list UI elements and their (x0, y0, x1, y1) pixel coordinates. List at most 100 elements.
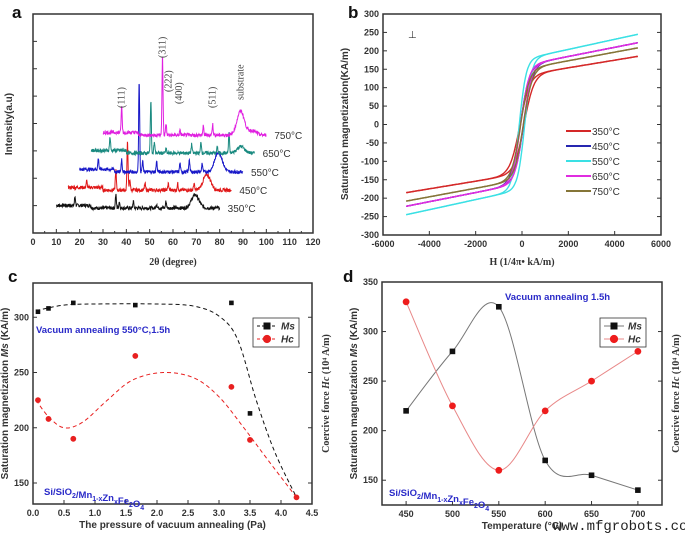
data-point-hc (495, 466, 503, 474)
y-tick-label: -200 (361, 193, 379, 203)
formula-part: O (133, 499, 140, 510)
peak-annotation: substrate (236, 64, 247, 100)
legend-label: 650°C (592, 172, 620, 183)
x-tick-label: 2.0 (151, 508, 164, 518)
data-point-hc (588, 377, 595, 385)
annotation-note: Vacuum annealing 1.5h (505, 292, 610, 303)
formula-subscript: 4 (485, 506, 489, 513)
data-point-hc (35, 397, 41, 404)
x-axis-label: 2θ (degree) (149, 257, 197, 268)
peak-annotation: (400) (174, 82, 185, 104)
panel-label-a: a (12, 3, 22, 22)
legend-label: 750°C (592, 187, 620, 198)
x-tick-label: 4.0 (275, 508, 288, 518)
chart-b-plot-frame (382, 13, 662, 236)
material-formula: Si/SiO2/Mn1-xZnxFe2O4 (389, 488, 489, 513)
x-tick-label: 70 (191, 237, 201, 247)
chart-d-temperature: 450 500 550 600 650 700 150 200 250 300 350 Ms Hc Vac… (349, 277, 682, 532)
orientation-mark: ⊥ (408, 30, 417, 41)
y-axis-label-symbol: Ms (349, 343, 360, 357)
x-tick-label: 4000 (605, 239, 625, 249)
x-tick-label: 6000 (651, 239, 671, 249)
legend-label: 550°C (592, 157, 620, 168)
y-tick-label: 300 (14, 312, 29, 322)
y-tick-label: 150 (14, 478, 29, 488)
y-axis-label: Saturation magnetization Ms (KA/m) (349, 308, 360, 480)
y-axis-label: Saturation magnetization Ms (KA/m) (0, 308, 11, 480)
y-tick-label: 300 (363, 327, 378, 337)
x-tick-label: 0 (519, 239, 524, 249)
formula-subscript: 1-x (92, 496, 102, 503)
data-point-hc (449, 402, 456, 410)
data-point-hc (402, 298, 410, 306)
series-label: 650°C (263, 149, 291, 160)
legend-label: Ms (628, 322, 642, 333)
data-point-ms (35, 309, 41, 315)
data-point-ms (71, 300, 76, 306)
y2-axis-label-symbol: Hc (321, 376, 332, 390)
chart-a-xrd: 0 10 20 30 40 50 60 70 80 90 100 110 120 350°C 450°C 55… (4, 13, 321, 268)
x-tick-label: 2000 (558, 239, 578, 249)
legend-box (252, 317, 300, 348)
fit-curve-hc (35, 371, 297, 498)
y-axis-label-symbol: Ms (0, 343, 11, 357)
series-label: 750°C (274, 131, 302, 142)
formula-part: O (478, 500, 485, 511)
data-point-hc (70, 435, 77, 442)
formula-part: Si/SiO (44, 487, 72, 498)
chart-c-plot-frame (32, 282, 313, 505)
y2-axis-label-text: Coercive force (321, 389, 332, 453)
formula-subscript: 2 (474, 503, 478, 510)
x-tick-label: 30 (98, 237, 108, 247)
y2-axis-label: Coercive force Hc (10⁴ A/m) (321, 334, 332, 453)
x-tick-label: 700 (630, 509, 645, 519)
formula-subscript: x (114, 499, 118, 506)
series-label: 550°C (251, 168, 279, 179)
x-tick-label: 1.5 (120, 508, 133, 518)
x-tick-label: 2.5 (182, 508, 195, 518)
x-tick-label: 4.5 (306, 508, 319, 518)
x-tick-label: 40 (121, 237, 131, 247)
data-point-ms (635, 487, 641, 493)
legend-box (599, 317, 647, 348)
y-tick-label: -50 (366, 138, 379, 148)
data-point-hc (228, 383, 235, 390)
y-tick-label: 100 (364, 83, 379, 93)
legend-label: Hc (628, 335, 641, 346)
y2-axis-label: Coercive force Hc (10⁴ A/m) (671, 334, 682, 453)
y-tick-label: 300 (364, 9, 379, 19)
x-tick-label: 10 (51, 237, 61, 247)
legend-label: 450°C (592, 142, 620, 153)
y-tick-label: 250 (364, 27, 379, 37)
data-point-ms (229, 300, 234, 306)
xrd-series-3 (90, 101, 255, 157)
formula-subscript: 2 (129, 502, 133, 509)
x-tick-label: 50 (145, 237, 155, 247)
y-tick-label: -150 (361, 175, 379, 185)
y-tick-label: -100 (361, 156, 379, 166)
annotation-note: Vacuum annealing 550°C,1.5h (36, 325, 170, 336)
y2-axis-label-text: Coercive force (671, 389, 682, 453)
formula-part: /Mn (76, 490, 93, 501)
formula-part: Si/SiO (389, 488, 417, 499)
legend-label: Ms (281, 322, 295, 333)
y-tick-label: 50 (369, 101, 379, 111)
y-tick-label: 250 (14, 368, 29, 378)
x-tick-label: 0 (30, 237, 35, 247)
data-point-ms (588, 472, 595, 479)
y-tick-label: -300 (361, 230, 379, 240)
data-point-ms (542, 457, 548, 464)
y-tick-label: 150 (363, 475, 378, 485)
y-axis-label-text: Saturation magnetization (349, 357, 360, 479)
panel-label-d: d (343, 267, 353, 286)
data-point-hc (541, 407, 549, 415)
x-tick-label: -4000 (418, 239, 441, 249)
peak-annotation: (111) (117, 87, 128, 108)
watermark: www.mfgrobots.com (553, 519, 685, 534)
legend-marker (610, 322, 618, 330)
x-tick-label: 120 (305, 237, 320, 247)
data-point-hc (45, 416, 52, 422)
legend-label: Hc (281, 335, 294, 346)
y-tick-label: 350 (363, 277, 378, 287)
data-point-hc (132, 353, 139, 359)
